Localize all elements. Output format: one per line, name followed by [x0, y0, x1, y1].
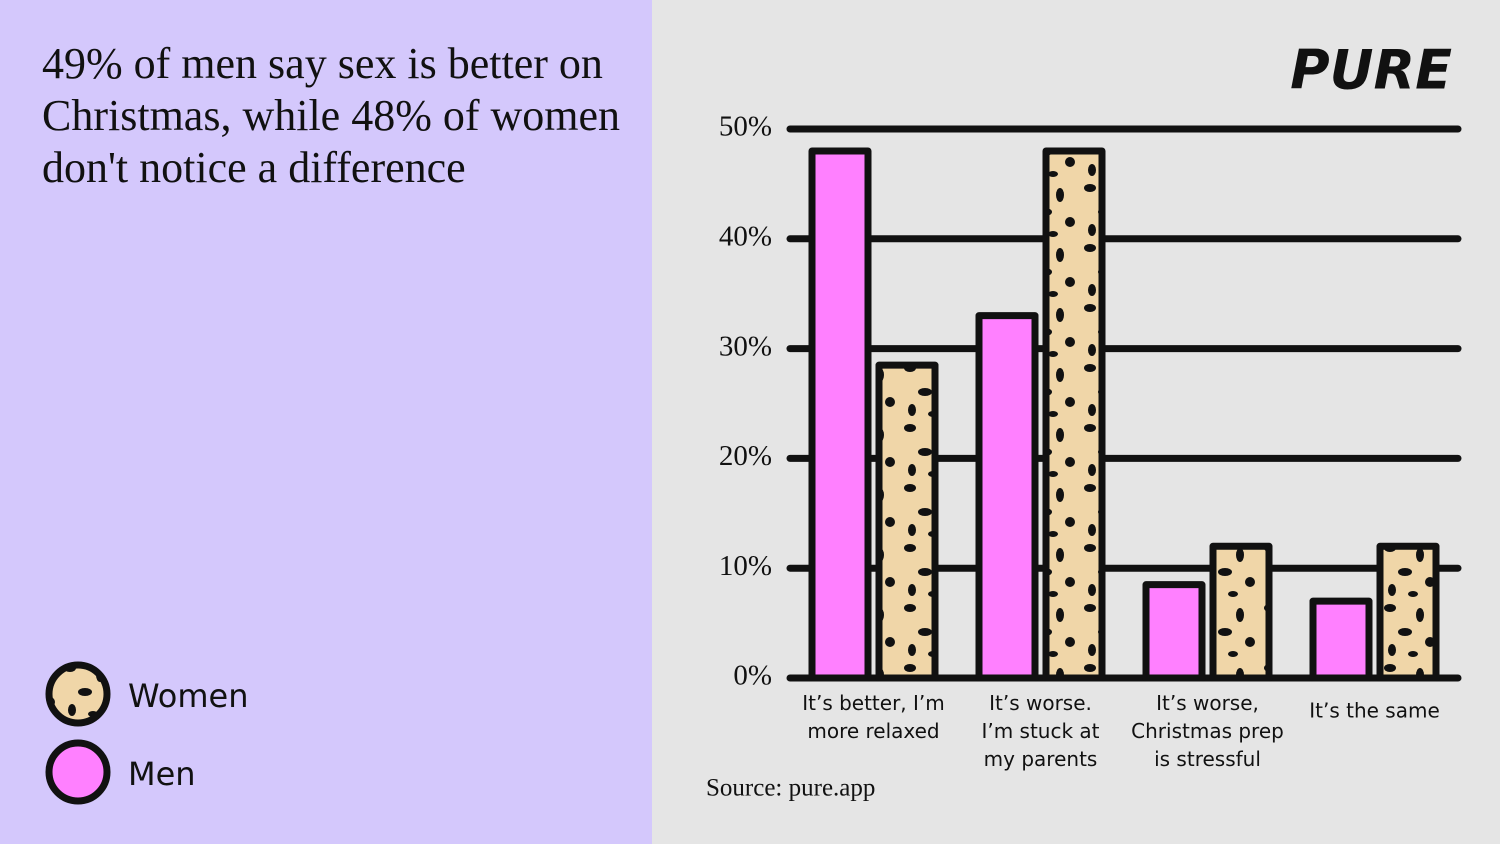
y-tick-label: 30%	[719, 330, 772, 362]
bar	[1209, 542, 1273, 682]
bar	[1376, 542, 1440, 682]
x-tick-label: It’s the same	[1309, 699, 1440, 723]
y-tick-label: 40%	[719, 220, 772, 252]
legend-label: Women	[128, 677, 248, 715]
logo: PURE	[1290, 39, 1452, 102]
y-tick-label: 0%	[733, 660, 772, 692]
y-tick-label: 50%	[719, 111, 772, 143]
bar	[975, 312, 1039, 682]
y-tick-label: 10%	[719, 550, 772, 582]
bar	[1309, 597, 1373, 682]
legend-swatch	[45, 661, 111, 727]
legend-label: Men	[128, 755, 196, 793]
bar	[1142, 581, 1206, 682]
x-tick-label: It’s better, I’m more relaxed	[802, 691, 945, 743]
y-tick-label: 20%	[719, 440, 772, 472]
legend-swatch	[45, 739, 111, 805]
bar	[1042, 147, 1106, 682]
x-tick-label: It’s worse. I’m stuck at my parents	[981, 691, 1099, 771]
bar	[808, 147, 872, 682]
bar	[875, 361, 939, 682]
chart-title: 49% of men say sex is better on Christma…	[42, 39, 621, 192]
x-tick-label: It’s worse, Christmas prep is stressful	[1131, 691, 1284, 771]
source: Source: pure.app	[706, 775, 875, 802]
